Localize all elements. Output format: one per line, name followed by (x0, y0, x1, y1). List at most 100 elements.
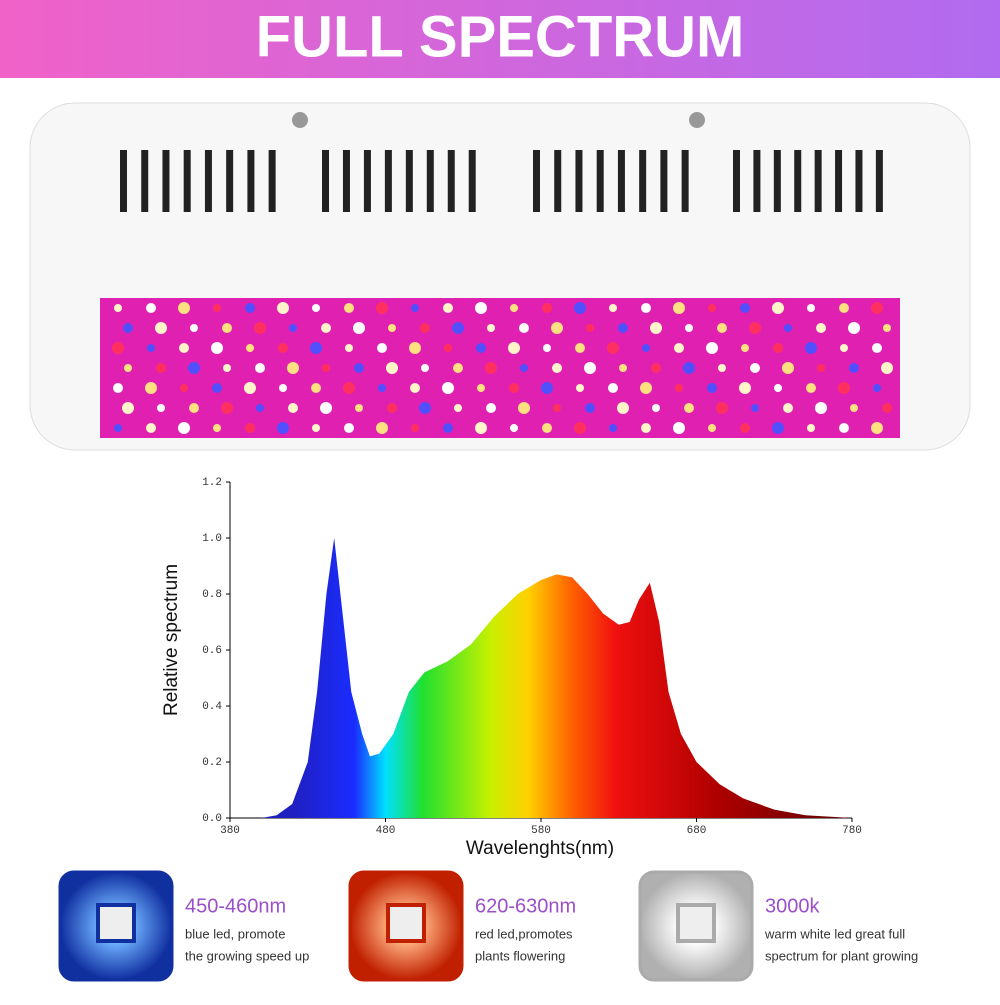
led (277, 302, 289, 314)
led (838, 382, 850, 394)
y-tick-label: 0.4 (202, 701, 222, 713)
feature-title: 620-630nm (475, 895, 576, 917)
led (386, 362, 398, 374)
led (675, 384, 683, 392)
vent (426, 150, 434, 212)
led (212, 383, 222, 393)
led (486, 403, 496, 413)
vent (141, 150, 149, 212)
led (773, 343, 783, 353)
led (774, 384, 782, 392)
led (673, 422, 685, 434)
led (254, 322, 266, 334)
led (178, 422, 190, 434)
led (344, 423, 354, 433)
led (749, 322, 761, 334)
vent (268, 150, 276, 212)
led (519, 323, 529, 333)
led (485, 362, 497, 374)
vent (554, 150, 562, 212)
led (353, 322, 365, 334)
vent (794, 150, 802, 212)
led-panel (100, 298, 900, 438)
led (541, 382, 553, 394)
vent (617, 150, 625, 212)
led (279, 384, 287, 392)
banner (0, 0, 1000, 78)
led (576, 384, 584, 392)
led (707, 383, 717, 393)
led (156, 363, 166, 373)
vent (120, 150, 127, 212)
led (684, 403, 694, 413)
led (146, 423, 156, 433)
led (510, 304, 518, 312)
led (114, 304, 122, 312)
led (848, 322, 860, 334)
led (673, 302, 685, 314)
led (882, 403, 892, 413)
led (551, 322, 563, 334)
led (179, 343, 189, 353)
led (376, 422, 388, 434)
vent (363, 150, 371, 212)
led (619, 364, 627, 372)
x-tick-label: 380 (220, 825, 240, 837)
x-axis-label: Wavelenghts(nm) (466, 838, 614, 859)
vent (773, 150, 781, 212)
led (410, 383, 420, 393)
feature-chip (96, 903, 136, 943)
led (122, 402, 134, 414)
feature-text: spectrum for plant growing (765, 948, 918, 963)
led (740, 303, 750, 313)
led (322, 364, 330, 372)
features: 450-460nm blue led, promote the growing sp… (58, 870, 918, 982)
led (543, 344, 551, 352)
led (355, 404, 363, 412)
led (420, 323, 430, 333)
led (288, 403, 298, 413)
y-axis-label: Relative spectrum (161, 564, 182, 716)
led (244, 382, 256, 394)
led (807, 304, 815, 312)
led (772, 302, 784, 314)
led (651, 363, 661, 373)
led (782, 362, 794, 374)
led (454, 404, 462, 412)
led (256, 404, 264, 412)
feature-text: the growing speed up (185, 948, 309, 963)
led (443, 303, 453, 313)
banner-title: FULL SPECTRUM (256, 4, 745, 69)
vent (183, 150, 191, 212)
led (377, 343, 387, 353)
vent (405, 150, 413, 212)
led (872, 343, 882, 353)
led (783, 403, 793, 413)
led (311, 383, 321, 393)
led (542, 423, 552, 433)
led (575, 343, 585, 353)
led (849, 363, 859, 373)
led (155, 322, 167, 334)
led (421, 364, 429, 372)
vent (575, 150, 583, 212)
led (354, 363, 364, 373)
led (344, 303, 354, 313)
led (881, 362, 893, 374)
vent (835, 150, 843, 212)
led (246, 344, 254, 352)
led (222, 323, 232, 333)
screw (292, 112, 308, 128)
led (739, 382, 751, 394)
vent (533, 150, 540, 212)
led (278, 343, 288, 353)
led (873, 384, 881, 392)
led (816, 323, 826, 333)
led (650, 322, 662, 334)
feature-text: red led,promotes (475, 926, 573, 941)
feature-text: warm white led great full (764, 926, 905, 941)
led (574, 302, 586, 314)
led (112, 342, 124, 354)
led (840, 344, 848, 352)
led (510, 424, 518, 432)
